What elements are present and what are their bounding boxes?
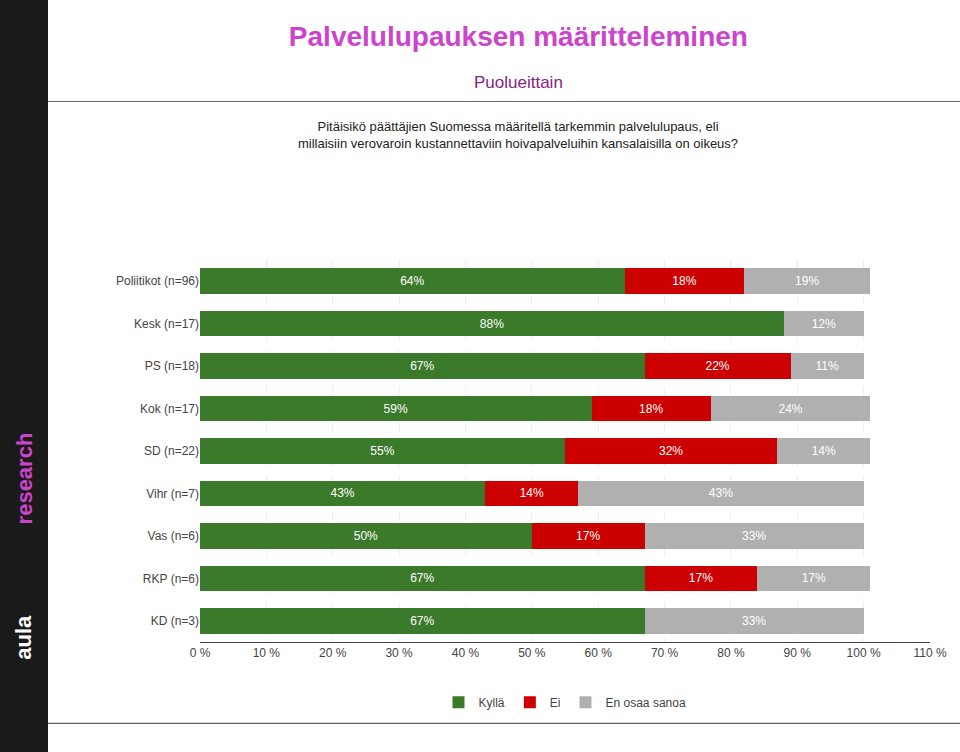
svg-text:En osaa sanoa: En osaa sanoa <box>606 696 686 710</box>
svg-text:20 %: 20 % <box>319 646 347 660</box>
svg-text:18%: 18% <box>672 274 696 288</box>
svg-text:Puolueittain: Puolueittain <box>474 73 563 92</box>
svg-text:aula: aula <box>11 615 36 660</box>
svg-text:Vihr (n=7): Vihr (n=7) <box>146 487 199 501</box>
svg-text:32%: 32% <box>659 444 683 458</box>
svg-text:60 %: 60 % <box>585 646 613 660</box>
svg-text:18%: 18% <box>639 402 663 416</box>
svg-text:40 %: 40 % <box>452 646 480 660</box>
svg-text:KD (n=3): KD (n=3) <box>151 614 199 628</box>
svg-text:50 %: 50 % <box>518 646 546 660</box>
svg-text:0 %: 0 % <box>190 646 211 660</box>
svg-text:11%: 11% <box>815 359 838 373</box>
svg-text:55%: 55% <box>370 444 394 458</box>
svg-text:Vas (n=6): Vas (n=6) <box>148 529 199 543</box>
svg-text:PS (n=18): PS (n=18) <box>145 359 199 373</box>
svg-text:Kyllä: Kyllä <box>479 696 505 710</box>
svg-text:90 %: 90 % <box>784 646 812 660</box>
svg-text:88%: 88% <box>480 317 504 331</box>
svg-text:70 %: 70 % <box>651 646 679 660</box>
svg-text:Pitäisikö päättäjien Suomessa: Pitäisikö päättäjien Suomessa määritellä… <box>298 119 738 151</box>
svg-text:67%: 67% <box>410 614 434 628</box>
svg-text:Kok (n=17): Kok (n=17) <box>140 402 199 416</box>
svg-text:Kesk (n=17): Kesk (n=17) <box>134 317 199 331</box>
svg-text:SD (n=22): SD (n=22) <box>144 444 199 458</box>
svg-text:17%: 17% <box>689 571 713 585</box>
svg-text:22%: 22% <box>705 359 729 373</box>
svg-text:30 %: 30 % <box>385 646 413 660</box>
svg-text:67%: 67% <box>410 571 434 585</box>
svg-text:110 %: 110 % <box>913 646 946 660</box>
svg-text:67%: 67% <box>410 359 434 373</box>
svg-text:RKP (n=6): RKP (n=6) <box>143 572 199 586</box>
svg-text:Ei: Ei <box>550 696 561 710</box>
svg-text:43%: 43% <box>709 486 733 500</box>
svg-text:17%: 17% <box>576 529 600 543</box>
svg-text:17%: 17% <box>802 571 826 585</box>
svg-text:24%: 24% <box>778 402 802 416</box>
svg-text:Palvelulupauksen määrittelemin: Palvelulupauksen määritteleminen <box>289 21 748 52</box>
svg-text:59%: 59% <box>384 402 408 416</box>
svg-text:80 %: 80 % <box>717 646 745 660</box>
svg-text:Poliitikot (n=96): Poliitikot (n=96) <box>116 274 199 288</box>
svg-text:100 %: 100 % <box>847 646 881 660</box>
svg-text:research: research <box>12 433 37 525</box>
svg-text:50%: 50% <box>354 529 378 543</box>
svg-text:43%: 43% <box>331 486 355 500</box>
svg-text:64%: 64% <box>400 274 424 288</box>
svg-text:10 %: 10 % <box>253 646 281 660</box>
svg-text:12%: 12% <box>812 317 836 331</box>
svg-text:33%: 33% <box>742 529 766 543</box>
svg-text:14%: 14% <box>812 444 836 458</box>
svg-text:14%: 14% <box>520 486 544 500</box>
svg-text:19%: 19% <box>795 274 819 288</box>
svg-text:33%: 33% <box>742 614 766 628</box>
